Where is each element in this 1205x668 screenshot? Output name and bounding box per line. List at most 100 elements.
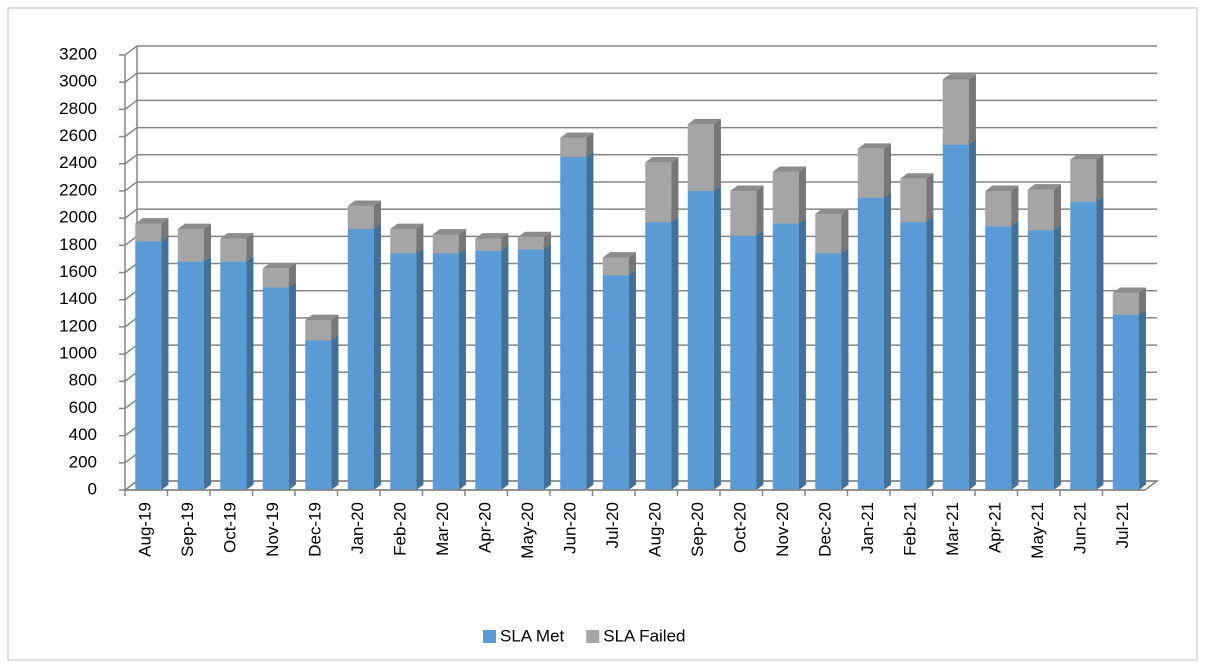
bar-front [390, 253, 417, 490]
bar-side [543, 231, 551, 250]
bar-top [1070, 154, 1104, 160]
x-tick-label: Jul-21 [1113, 502, 1132, 548]
y-tick-label: 1400 [59, 289, 97, 308]
x-tick-label: Oct-20 [731, 502, 750, 553]
bar-segment [900, 173, 934, 223]
bar-side [1053, 224, 1061, 490]
legend-label: SLA Failed [603, 626, 685, 645]
bar-segment [135, 235, 169, 490]
bar-side [713, 118, 721, 191]
bar-front [1070, 159, 1097, 202]
x-tick-label: Feb-20 [391, 502, 410, 556]
bar-side [841, 208, 849, 254]
y-tick-label: 600 [69, 398, 97, 417]
bar-side [841, 248, 849, 490]
bar-front [1027, 230, 1054, 490]
side-grid-line [124, 453, 138, 464]
bar-front [1027, 189, 1054, 231]
bar-front [305, 340, 332, 490]
side-grid-line [124, 317, 138, 328]
bar-front [135, 223, 162, 242]
bar-front [177, 261, 204, 490]
bar-side [1053, 184, 1061, 231]
bar-side [883, 192, 891, 490]
side-grid-line [124, 99, 138, 110]
x-tick-label: Nov-20 [773, 502, 792, 557]
bar-side [756, 185, 764, 236]
bar-top [772, 166, 806, 172]
bar-side [416, 248, 424, 490]
side-grid-line [124, 72, 138, 83]
bar-segment [1112, 287, 1146, 315]
bar-side [968, 74, 976, 145]
bar-segment [942, 74, 976, 145]
bar-top [135, 218, 169, 224]
bar-segment [305, 335, 339, 490]
bar-segment [475, 245, 509, 490]
bar-front [602, 275, 629, 490]
bar-front [857, 197, 884, 490]
bar-top [517, 231, 551, 238]
bar-side [926, 216, 934, 490]
bar-front [602, 257, 629, 276]
bar-front [900, 222, 927, 490]
bar-segment [560, 132, 594, 157]
bar-segment [1070, 154, 1104, 202]
bar-side [288, 282, 296, 490]
x-tick-label: Jul-20 [603, 502, 622, 548]
bar-top [645, 156, 679, 163]
bar-front [687, 124, 714, 191]
y-tick-label: 1800 [59, 235, 97, 254]
bar-top [432, 229, 466, 235]
bar-front [517, 249, 544, 490]
bar-front [475, 238, 502, 251]
legend-swatch [483, 630, 496, 643]
bar-side [586, 151, 594, 490]
bar-segment [347, 200, 381, 229]
x-tick-label: Jan-20 [348, 502, 367, 554]
bar-side [203, 256, 211, 490]
bar-top [730, 185, 764, 191]
bar-side [373, 223, 381, 490]
bar-segment [135, 218, 169, 242]
bar-side [458, 229, 466, 254]
y-tick-label: 1000 [59, 344, 97, 363]
side-grid-line [124, 426, 138, 437]
bar-side [1011, 185, 1019, 227]
side-grid-line [124, 344, 138, 355]
bar-front [432, 234, 459, 254]
bar-front [815, 214, 842, 254]
bar-side [501, 233, 509, 251]
bar-segment [262, 282, 296, 490]
bar-top [857, 143, 891, 149]
bar-side [798, 166, 806, 224]
bar-front [517, 237, 544, 250]
bar-segment [432, 248, 466, 490]
x-tick-label: Oct-19 [221, 502, 240, 553]
bar-side [1096, 196, 1104, 490]
bar-front [220, 261, 247, 490]
bar-front [262, 268, 289, 288]
x-tick-label: Dec-20 [816, 502, 835, 557]
bar-segment [815, 208, 849, 254]
bar-front [1112, 292, 1139, 315]
x-tick-label: Jun-21 [1071, 502, 1090, 554]
bar-segment [177, 256, 211, 490]
bar-front [475, 250, 502, 490]
bar-top [1112, 287, 1146, 293]
bar-side [628, 269, 636, 490]
bar-segment [857, 143, 891, 198]
bar-front [305, 320, 332, 341]
bar-segment [347, 223, 381, 490]
bar-top [220, 233, 254, 239]
bar-top [560, 132, 594, 138]
bar-top [602, 252, 636, 258]
y-tick-label: 800 [69, 371, 97, 390]
x-tick-label: Mar-20 [433, 502, 452, 556]
bar-segment [1112, 309, 1146, 490]
bar-front [815, 253, 842, 490]
x-tick-label: Sep-20 [688, 502, 707, 557]
bar-segment [900, 216, 934, 490]
side-grid-line [124, 371, 138, 382]
bar-segment [857, 192, 891, 490]
